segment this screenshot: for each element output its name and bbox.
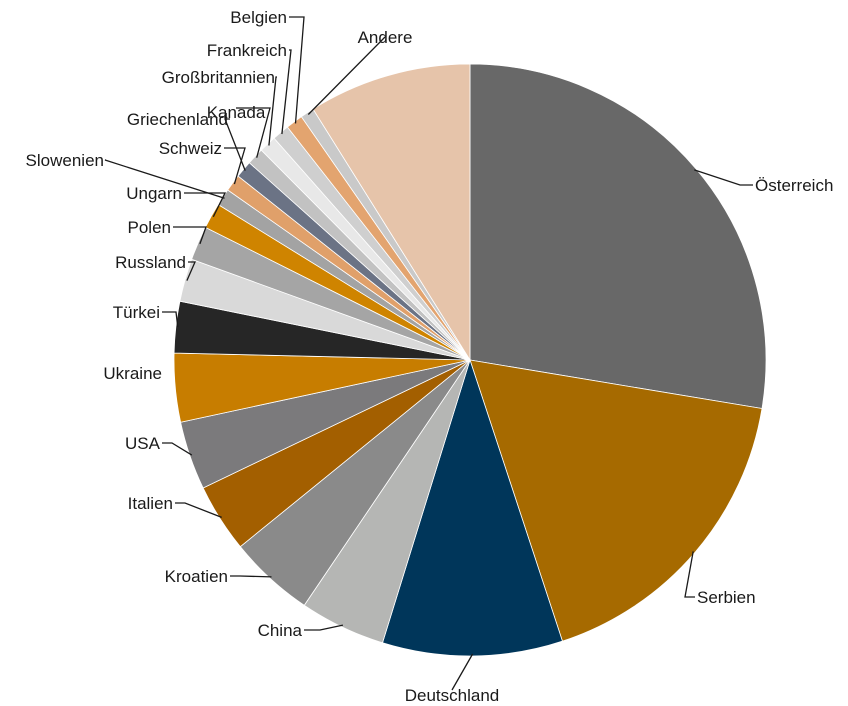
slice-label-frankreich: Frankreich xyxy=(207,41,287,60)
slice-label-polen: Polen xyxy=(128,218,171,237)
slice-label-serbien: Serbien xyxy=(697,588,756,607)
leader-line-griechenland xyxy=(225,119,245,171)
slice-label-andere: Andere xyxy=(358,28,413,47)
pie-slice-österreich xyxy=(470,64,766,409)
slice-label-slowenien: Slowenien xyxy=(26,151,104,170)
slice-label-deutschland: Deutschland xyxy=(405,686,500,705)
slice-label-türkei: Türkei xyxy=(113,303,160,322)
leader-line-belgien xyxy=(289,17,304,123)
slice-label-großbritannien: Großbritannien xyxy=(162,68,275,87)
leader-line-türkei xyxy=(162,312,178,327)
slice-label-schweiz: Schweiz xyxy=(159,139,222,158)
slice-label-usa: USA xyxy=(125,434,161,453)
leader-line-deutschland xyxy=(452,654,473,690)
leader-line-kroatien xyxy=(230,576,272,577)
slice-label-ukraine: Ukraine xyxy=(103,364,162,383)
slice-label-italien: Italien xyxy=(128,494,173,513)
leader-line-frankreich xyxy=(282,50,291,134)
slice-label-österreich: Österreich xyxy=(755,176,833,195)
pie-slices xyxy=(174,64,766,656)
leader-line-großbritannien xyxy=(269,77,277,146)
slice-label-kanada: Kanada xyxy=(207,103,266,122)
slice-label-ungarn: Ungarn xyxy=(126,184,182,203)
leader-line-china xyxy=(304,625,343,630)
slice-label-kroatien: Kroatien xyxy=(165,567,228,586)
slice-label-china: China xyxy=(258,621,303,640)
slice-label-russland: Russland xyxy=(115,253,186,272)
slice-label-belgien: Belgien xyxy=(230,8,287,27)
